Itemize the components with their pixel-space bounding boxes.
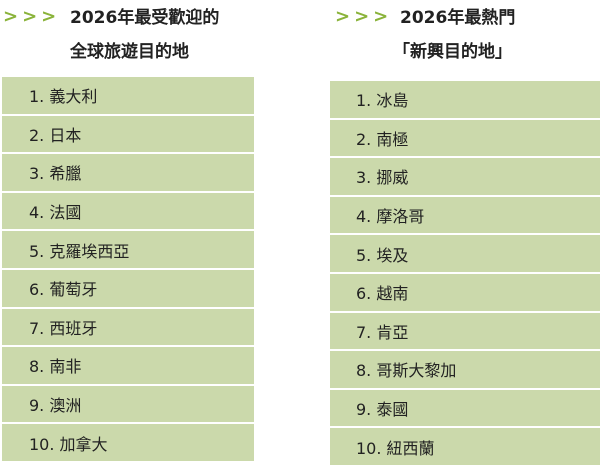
list-item: 6. 越南 — [330, 273, 600, 311]
list-item: 3. 希臘 — [2, 154, 254, 191]
list-item: 1. 義大利 — [2, 77, 254, 114]
list-item: 7. 西班牙 — [2, 308, 254, 346]
list-item: 3. 挪威 — [330, 158, 600, 195]
list-item: 4. 法國 — [2, 192, 254, 230]
list-item: 2. 南極 — [330, 119, 600, 157]
left-title-line1: 2026年最受歡迎的 — [70, 8, 220, 28]
chevrons-icon: >>> — [3, 6, 61, 27]
list-item: 8. 南非 — [2, 347, 254, 384]
list-item: 4. 摩洛哥 — [330, 196, 600, 234]
list-item: 10. 紐西蘭 — [330, 428, 600, 465]
list-item: 9. 泰國 — [330, 389, 600, 427]
list-item: 6. 葡萄牙 — [2, 269, 254, 307]
list-item: 9. 澳洲 — [2, 385, 254, 423]
list-item: 7. 肯亞 — [330, 312, 600, 350]
list-item: 5. 克羅埃西亞 — [2, 231, 254, 268]
list-item: 2. 日本 — [2, 115, 254, 153]
list-item: 1. 冰島 — [330, 81, 600, 118]
list-item: 10. 加拿大 — [2, 424, 254, 461]
list-item: 8. 哥斯大黎加 — [330, 351, 600, 388]
emerging-destinations-list: 1. 冰島 2. 南極 3. 挪威 4. 摩洛哥 5. 埃及 6. 越南 7. … — [330, 81, 600, 467]
right-title-line2: 「新興目的地」 — [393, 42, 512, 62]
popular-destinations-list: 1. 義大利 2. 日本 3. 希臘 4. 法國 5. 克羅埃西亞 6. 葡萄牙… — [2, 77, 254, 463]
list-item: 5. 埃及 — [330, 235, 600, 272]
left-title-line2: 全球旅遊目的地 — [70, 42, 189, 62]
right-title-line1: 2026年最熱門 — [400, 8, 516, 28]
chevrons-icon: >>> — [335, 6, 393, 27]
